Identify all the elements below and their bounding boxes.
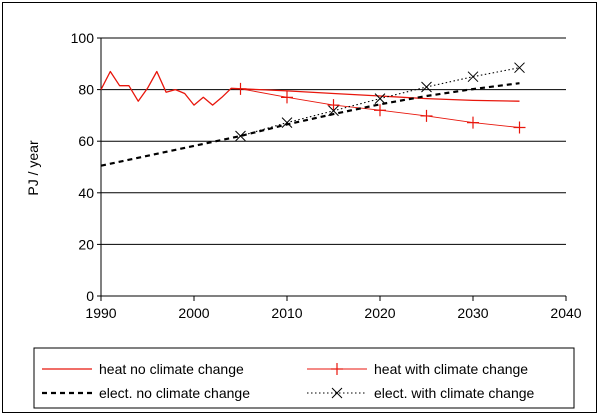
data-point-elect-with-climate-change — [328, 105, 339, 117]
series-line-elect-no-climate-change — [100, 82, 520, 167]
legend-label-elect-with-climate-change: elect. with climate change — [374, 385, 535, 401]
series-line-elect-with-climate-change — [240, 67, 520, 137]
y-tick-label: 40 — [78, 185, 94, 201]
data-point-elect-with-climate-change — [514, 62, 525, 74]
x-tick-label: 2000 — [178, 305, 209, 321]
data-point-heat-with-climate-change — [281, 91, 293, 104]
legend-label-elect-no-climate-change: elect. no climate change — [99, 385, 250, 401]
data-point-heat-with-climate-change — [513, 121, 526, 134]
y-axis-label: PJ / year — [25, 140, 41, 196]
y-tick-label: 0 — [86, 288, 94, 304]
data-point-heat-with-climate-change — [467, 116, 479, 129]
data-point-heat-with-climate-change — [374, 104, 386, 117]
y-tick-label: 60 — [78, 133, 94, 149]
x-tick-label: 1990 — [85, 305, 116, 321]
y-tick-label: 80 — [78, 82, 94, 98]
data-point-elect-with-climate-change — [235, 130, 246, 142]
data-point-elect-with-climate-change — [421, 81, 432, 93]
legend-label-heat-with-climate-change: heat with climate change — [374, 361, 528, 377]
legend-label-heat-no-climate-change: heat no climate change — [99, 361, 244, 377]
x-tick-label: 2030 — [457, 305, 488, 321]
gridlines — [101, 37, 566, 297]
data-point-elect-with-climate-change — [374, 93, 386, 104]
series-lines — [100, 67, 520, 167]
data-point-heat-with-climate-change — [420, 109, 433, 122]
y-tick-label: 100 — [71, 30, 95, 46]
x-tick-label: 2010 — [271, 305, 302, 321]
legend — [33, 347, 575, 409]
legend-marker-elect-with-climate-change — [331, 387, 343, 399]
data-point-heat-with-climate-change — [234, 82, 247, 95]
x-tick-label: 2020 — [364, 305, 395, 321]
series-line-heat-no-climate-change — [100, 70, 520, 106]
series-markers — [234, 62, 526, 142]
y-tick-label: 20 — [78, 236, 94, 252]
legend-entries: heat no climate change heat with climate … — [42, 361, 535, 401]
x-tick-label: 2040 — [550, 305, 581, 321]
data-point-elect-with-climate-change — [467, 71, 479, 83]
data-point-elect-with-climate-change — [281, 117, 293, 128]
legend-marker-heat-with-climate-change — [331, 363, 343, 375]
data-point-heat-with-climate-change — [327, 99, 340, 112]
